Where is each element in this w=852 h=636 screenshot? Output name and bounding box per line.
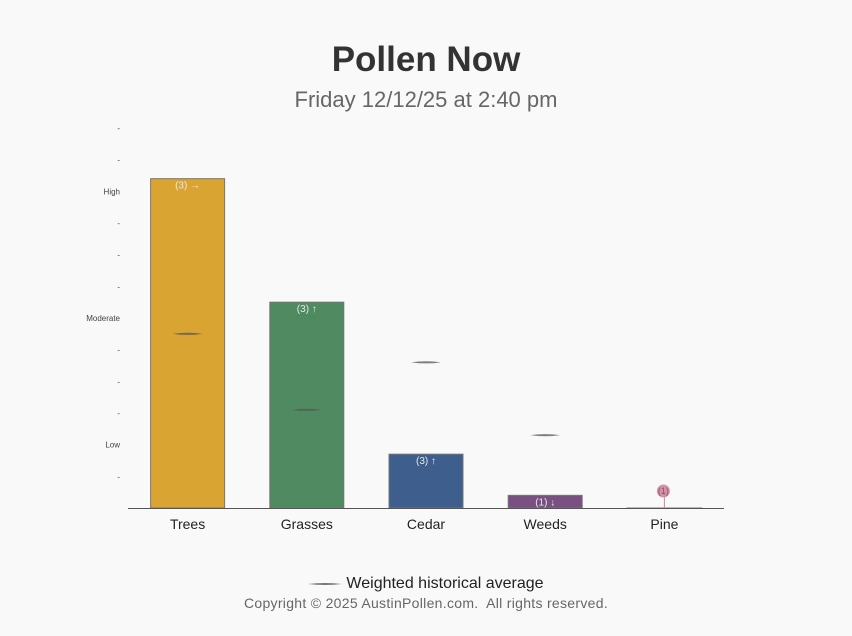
y-tick-label: - xyxy=(117,124,120,133)
x-tick-label-trees: Trees xyxy=(170,516,205,532)
x-tick-label-pine: Pine xyxy=(650,516,678,532)
copyright-text: Copyright © 2025 AustinPollen.com. All r… xyxy=(243,595,609,611)
y-tick-label: - xyxy=(117,346,120,355)
historical-average-swatch xyxy=(308,582,343,585)
y-tick-label: - xyxy=(117,156,120,165)
y-tick-label: High xyxy=(104,187,120,196)
historical-average-mark-grasses xyxy=(291,408,322,411)
legend: Weighted historical average xyxy=(0,575,852,593)
x-tick-label-grasses: Grasses xyxy=(281,516,333,532)
x-tick-label-cedar: Cedar xyxy=(407,516,445,532)
y-tick-label: Low xyxy=(105,441,120,450)
chart-title: Pollen Now xyxy=(331,40,521,79)
legend-label: Weighted historical average xyxy=(346,575,544,592)
y-tick-label: Moderate xyxy=(86,314,120,323)
pin-head-pine xyxy=(656,484,670,498)
bar-cedar[interactable] xyxy=(388,453,464,509)
y-tick-label: - xyxy=(117,472,120,481)
historical-average-mark-cedar xyxy=(411,361,441,364)
bars-group xyxy=(150,178,703,509)
y-axis-ticks: - Low - - - Moderate - - - High - - xyxy=(86,124,120,481)
x-axis-labels: Trees Grasses Cedar Weeds Pine xyxy=(170,516,679,532)
x-tick-label-weeds: Weeds xyxy=(524,516,567,532)
y-tick-label: - xyxy=(117,409,120,418)
chart-subtitle: Friday 12/12/25 at 2:40 pm xyxy=(294,87,558,112)
historical-average-marks xyxy=(172,332,561,437)
historical-average-mark-weeds xyxy=(530,434,561,437)
y-tick-label: - xyxy=(117,377,120,386)
historical-average-mark-trees xyxy=(172,332,203,335)
bar-label-pine: (1) xyxy=(658,486,669,496)
bar-trees[interactable] xyxy=(150,178,226,509)
y-tick-label: - xyxy=(117,282,120,291)
bar-labels-group: (3) → (3) ↑ (3) ↑ (1) ↓ (1) xyxy=(175,181,670,508)
y-tick-label: - xyxy=(117,251,120,260)
bar-label-weeds: (1) ↓ xyxy=(535,497,555,508)
bar-label-trees: (3) → xyxy=(175,181,200,192)
bar-label-grasses: (3) ↑ xyxy=(297,304,317,315)
bar-label-cedar: (3) ↑ xyxy=(416,456,436,467)
y-tick-label: - xyxy=(117,219,120,228)
bar-grasses[interactable] xyxy=(269,301,345,509)
